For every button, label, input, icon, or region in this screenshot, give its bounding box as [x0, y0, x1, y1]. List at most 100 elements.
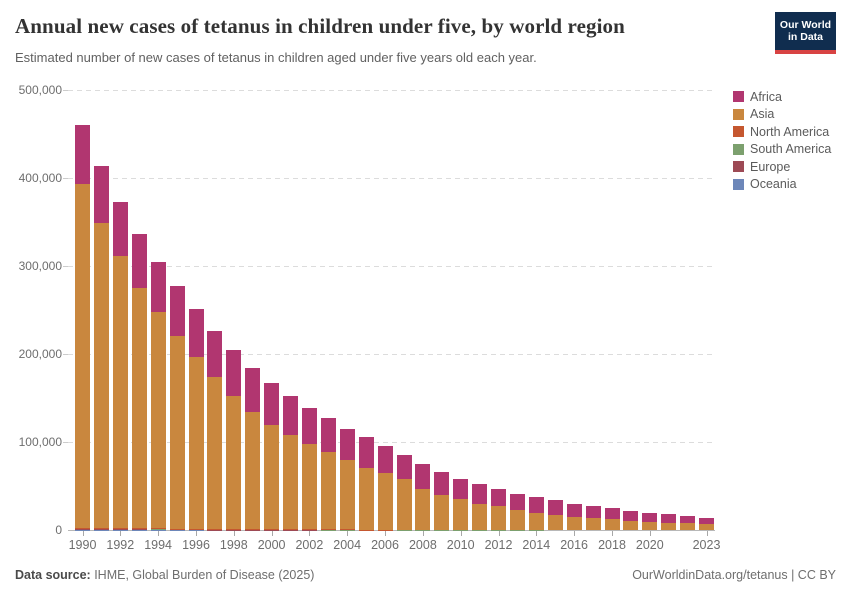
bar-2007[interactable]: [396, 90, 412, 530]
bar-1999[interactable]: [245, 90, 261, 530]
x-axis-line: [68, 530, 715, 531]
bar-segment-asia: [623, 520, 639, 530]
bar-1992[interactable]: [112, 90, 128, 530]
legend-swatch-icon: [733, 91, 744, 103]
bar-segment-asia: [680, 523, 696, 530]
bar-segment-asia: [472, 503, 488, 530]
y-axis-label: 100,000: [18, 435, 62, 449]
bar-2021[interactable]: [661, 90, 677, 530]
bar-segment-europe: [112, 529, 128, 530]
bar-2022[interactable]: [680, 90, 696, 530]
legend-item-asia[interactable]: Asia: [733, 106, 831, 124]
owid-logo[interactable]: Our World in Data: [775, 12, 836, 54]
x-axis-tick: [460, 531, 462, 536]
bar-2017[interactable]: [585, 90, 601, 530]
x-axis-tick: [347, 531, 349, 536]
bar-segment-europe: [150, 529, 166, 530]
bar-segment-south_america: [75, 527, 90, 530]
bar-1998[interactable]: [226, 90, 242, 530]
y-axis-label: 500,000: [18, 83, 62, 97]
bar-segment-europe: [75, 529, 90, 530]
bar-2020[interactable]: [642, 90, 658, 530]
bar-2004[interactable]: [339, 90, 355, 530]
bar-2012[interactable]: [491, 90, 506, 530]
bar-segment-africa: [188, 309, 204, 357]
legend-swatch-icon: [733, 178, 744, 190]
bar-segment-asia: [207, 376, 223, 529]
legend-swatch-icon: [733, 143, 744, 155]
bar-1995[interactable]: [169, 90, 185, 530]
bar-2016[interactable]: [566, 90, 582, 530]
legend-item-label: Oceania: [750, 177, 797, 192]
bar-1993[interactable]: [131, 90, 147, 530]
x-axis-label: 2008: [408, 538, 437, 552]
x-axis-label: 1996: [182, 538, 210, 552]
bar-segment-africa: [642, 512, 658, 522]
legend-item-africa[interactable]: Africa: [733, 88, 831, 106]
bar-segment-asia: [491, 506, 506, 530]
bar-2018[interactable]: [604, 90, 620, 530]
bar-2003[interactable]: [320, 90, 336, 530]
y-axis-tick: [63, 266, 68, 267]
bar-2013[interactable]: [509, 90, 525, 530]
legend-item-label: North America: [750, 124, 830, 139]
bar-2000[interactable]: [264, 90, 280, 530]
bar-segment-asia: [547, 514, 563, 530]
bar-2006[interactable]: [377, 90, 393, 530]
x-axis-tick: [706, 531, 708, 536]
bar-2008[interactable]: [415, 90, 431, 530]
x-axis-tick: [233, 531, 235, 536]
owid-link[interactable]: OurWorldinData.org/tetanus | CC BY: [632, 568, 836, 582]
bar-segment-africa: [491, 489, 506, 507]
gridline: [68, 178, 715, 179]
bar-2001[interactable]: [283, 90, 298, 530]
x-axis-tick: [649, 531, 651, 536]
x-axis-tick: [612, 531, 613, 536]
bar-2010[interactable]: [453, 90, 469, 530]
x-axis-label: 2023: [692, 538, 721, 552]
bar-2005[interactable]: [358, 90, 374, 530]
bar-segment-africa: [226, 350, 242, 396]
y-axis-label: 400,000: [18, 171, 62, 185]
bar-segment-africa: [245, 368, 261, 412]
bar-segment-asia: [642, 521, 658, 530]
bar-1990[interactable]: [75, 90, 90, 530]
bar-2019[interactable]: [623, 90, 639, 530]
bar-1997[interactable]: [207, 90, 223, 530]
legend-item-oceania[interactable]: Oceania: [733, 176, 831, 194]
legend-item-north-america[interactable]: North America: [733, 123, 831, 141]
x-axis-label: 2020: [635, 538, 664, 552]
bar-2015[interactable]: [547, 90, 563, 530]
x-axis-tick: [574, 531, 576, 536]
bar-2011[interactable]: [472, 90, 488, 530]
bar-2023[interactable]: [699, 90, 714, 530]
x-axis-label: 2014: [522, 538, 551, 552]
bar-1996[interactable]: [188, 90, 204, 530]
bar-segment-asia: [396, 479, 412, 530]
x-axis-tick: [498, 531, 500, 536]
bar-segment-africa: [699, 518, 714, 525]
bar-2002[interactable]: [301, 90, 317, 530]
bar-segment-europe: [131, 529, 147, 530]
bar-segment-asia: [415, 488, 431, 530]
bar-2014[interactable]: [528, 90, 544, 530]
bar-1994[interactable]: [150, 90, 166, 530]
bar-1991[interactable]: [93, 90, 109, 530]
x-axis-label: 2016: [560, 538, 588, 552]
x-axis-label: 2010: [446, 538, 475, 552]
bar-segment-africa: [396, 455, 412, 480]
x-axis-label: 1990: [68, 538, 97, 552]
legend-item-europe[interactable]: Europe: [733, 158, 831, 176]
bar-segment-asia: [566, 516, 582, 530]
chart-title: Annual new cases of tetanus in children …: [15, 14, 625, 38]
legend-item-south-america[interactable]: South America: [733, 141, 831, 159]
owid-logo-stripe: [775, 50, 836, 54]
y-axis-tick: [63, 178, 68, 179]
x-axis-label: 2018: [598, 538, 626, 552]
owid-logo-line2: in Data: [787, 31, 823, 43]
legend-swatch-icon: [733, 126, 744, 138]
bar-2009[interactable]: [434, 90, 450, 530]
x-axis-tick: [196, 531, 197, 536]
bar-segment-africa: [585, 505, 601, 518]
bar-segment-asia: [75, 183, 90, 528]
